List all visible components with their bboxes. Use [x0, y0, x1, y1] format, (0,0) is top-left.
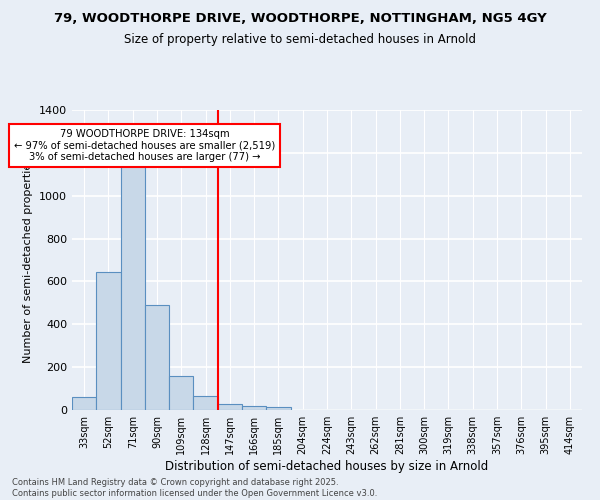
- Bar: [169, 376, 193, 410]
- Bar: [193, 396, 218, 410]
- Bar: [266, 407, 290, 410]
- Text: 79 WOODTHORPE DRIVE: 134sqm
← 97% of semi-detached houses are smaller (2,519)
3%: 79 WOODTHORPE DRIVE: 134sqm ← 97% of sem…: [14, 130, 275, 162]
- Bar: [121, 162, 145, 410]
- Text: Contains HM Land Registry data © Crown copyright and database right 2025.
Contai: Contains HM Land Registry data © Crown c…: [12, 478, 377, 498]
- Bar: [145, 305, 169, 410]
- X-axis label: Distribution of semi-detached houses by size in Arnold: Distribution of semi-detached houses by …: [166, 460, 488, 473]
- Text: Size of property relative to semi-detached houses in Arnold: Size of property relative to semi-detach…: [124, 32, 476, 46]
- Bar: [96, 272, 121, 410]
- Bar: [242, 406, 266, 410]
- Text: 79, WOODTHORPE DRIVE, WOODTHORPE, NOTTINGHAM, NG5 4GY: 79, WOODTHORPE DRIVE, WOODTHORPE, NOTTIN…: [53, 12, 547, 26]
- Bar: [218, 404, 242, 410]
- Bar: [72, 397, 96, 410]
- Y-axis label: Number of semi-detached properties: Number of semi-detached properties: [23, 157, 34, 363]
